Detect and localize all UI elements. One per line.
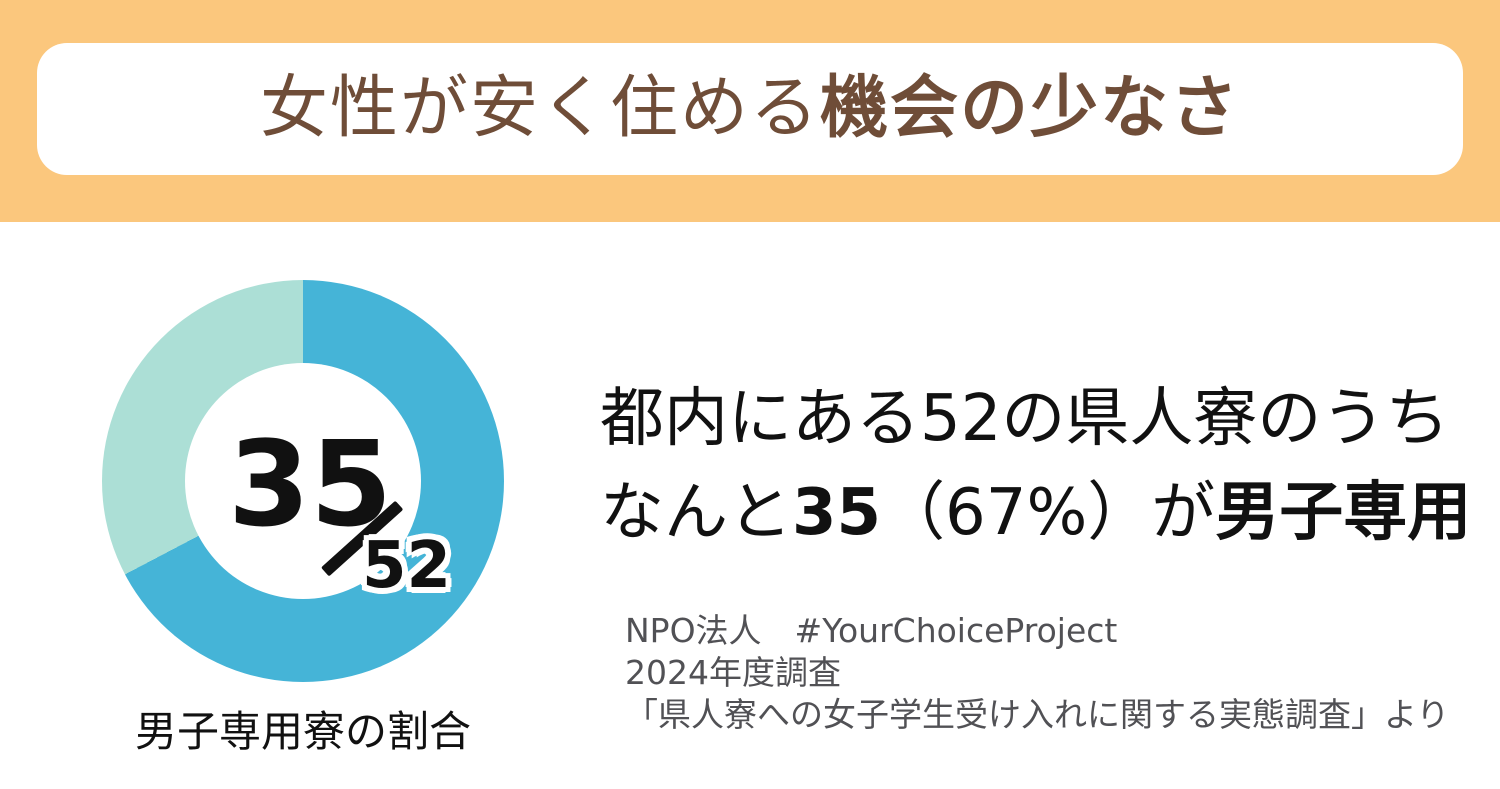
- source-line3: 「県人寮への女子学生受け入れに関する実態調査」より: [625, 695, 1450, 734]
- header-band: 女性が安く住める機会の少なさ: [0, 0, 1500, 222]
- donut-numerator: 35: [228, 415, 393, 553]
- donut-hole: [185, 363, 421, 599]
- title-bold-part: 機会の少なさ: [820, 69, 1241, 148]
- title-box: 女性が安く住める機会の少なさ: [37, 43, 1463, 175]
- page-title: 女性が安く住める機会の少なさ: [260, 75, 1240, 143]
- headline: 都内にある52の県人寮のうち なんと35（67%）が男子専用: [600, 372, 1471, 560]
- headline-line2-part2: 35: [792, 476, 882, 550]
- source-line1: NPO法人 #YourChoiceProject: [625, 611, 1118, 650]
- title-regular-part: 女性が安く住める: [259, 69, 820, 148]
- headline-line1: 都内にある52の県人寮のうち: [600, 382, 1450, 456]
- headline-line2-part1: なんと: [600, 476, 792, 550]
- source-attribution: NPO法人 #YourChoiceProject 2024年度調査 「県人寮への女子…: [625, 610, 1449, 736]
- headline-line2-part4: 男子専用: [1215, 476, 1472, 550]
- headline-line2-part3: （67%）が: [881, 476, 1216, 550]
- donut-denominator: 52: [362, 529, 452, 603]
- chart-caption: 男子専用寮の割合: [134, 707, 471, 756]
- source-line2: 2024年度調査: [625, 653, 841, 692]
